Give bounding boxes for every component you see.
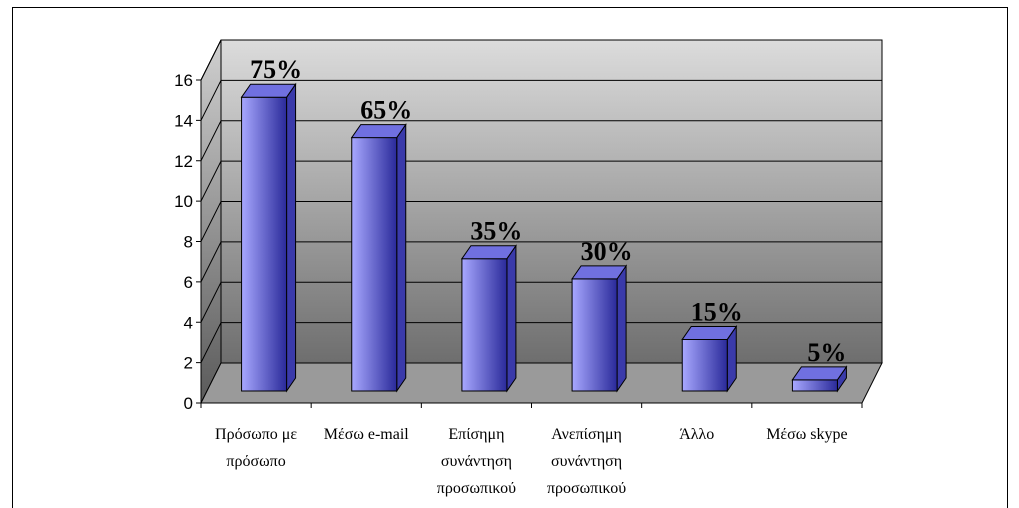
category-label-line: προσωπικού — [547, 480, 626, 497]
category-label-line: συνάντηση — [551, 453, 622, 470]
bar-top — [460, 245, 517, 260]
bar — [791, 379, 838, 392]
y-tick-label: 2 — [184, 354, 193, 373]
category-label-line: Μέσω e-mail — [324, 426, 410, 443]
gridline-side — [200, 39, 222, 81]
y-tick-label: 6 — [184, 273, 193, 292]
gridline-side — [200, 80, 222, 121]
category-label-line: Ανεπίσημη — [551, 426, 622, 443]
gridline-side — [200, 160, 222, 202]
bar-side — [396, 122, 407, 393]
y-tick-label: 12 — [174, 152, 193, 171]
bar — [351, 137, 398, 392]
data-label: 15% — [691, 297, 743, 326]
data-label: 75% — [250, 55, 302, 84]
bar — [571, 278, 618, 392]
data-label: 5% — [807, 338, 846, 367]
y-tick-label: 16 — [174, 71, 193, 90]
bar-side — [616, 264, 627, 393]
data-label: 30% — [581, 237, 633, 266]
bar-side — [506, 244, 517, 393]
category-label-line: Άλλο — [679, 426, 714, 443]
y-tick-label: 14 — [174, 111, 193, 130]
data-label: 65% — [360, 96, 412, 125]
y-tick-label: 8 — [184, 233, 193, 252]
category-label: Ανεπίσημη συνάντηση προσωπικού — [547, 426, 626, 497]
y-tick-label: 4 — [184, 313, 193, 332]
category-label-line: Επίσημη — [448, 426, 504, 443]
category-label: Μέσω skype — [766, 426, 847, 443]
bar-top — [350, 124, 407, 139]
bar-top — [791, 366, 848, 381]
bar — [461, 258, 508, 392]
floor — [200, 362, 883, 404]
category-label-line: συνάντηση — [441, 453, 512, 470]
category-label: Πρόσωπο με πρόσωπο — [215, 426, 297, 470]
y-tick-label: 0 — [184, 394, 193, 413]
bar-top — [571, 265, 628, 280]
bar-side — [286, 82, 297, 393]
category-label: Μέσω e-mail — [324, 426, 410, 443]
gridline-side — [200, 322, 222, 363]
bar-top — [240, 83, 297, 98]
gridline-side — [200, 241, 222, 283]
gridline-side — [200, 120, 222, 161]
category-label-line: πρόσωπο — [226, 453, 285, 470]
bar — [681, 338, 728, 392]
gridline-side — [200, 282, 222, 323]
y-tick-label: 10 — [174, 192, 193, 211]
category-label-line: Πρόσωπο με — [215, 426, 297, 443]
category-label: Άλλο — [679, 426, 714, 443]
gridline-side — [200, 201, 222, 242]
category-label-line: προσωπικού — [437, 480, 516, 497]
data-label: 35% — [470, 217, 522, 246]
category-label: Επίσημη συνάντηση προσωπικού — [437, 426, 516, 497]
category-label-line: Μέσω skype — [766, 426, 847, 443]
bar — [241, 96, 288, 392]
bar-top — [681, 325, 738, 340]
